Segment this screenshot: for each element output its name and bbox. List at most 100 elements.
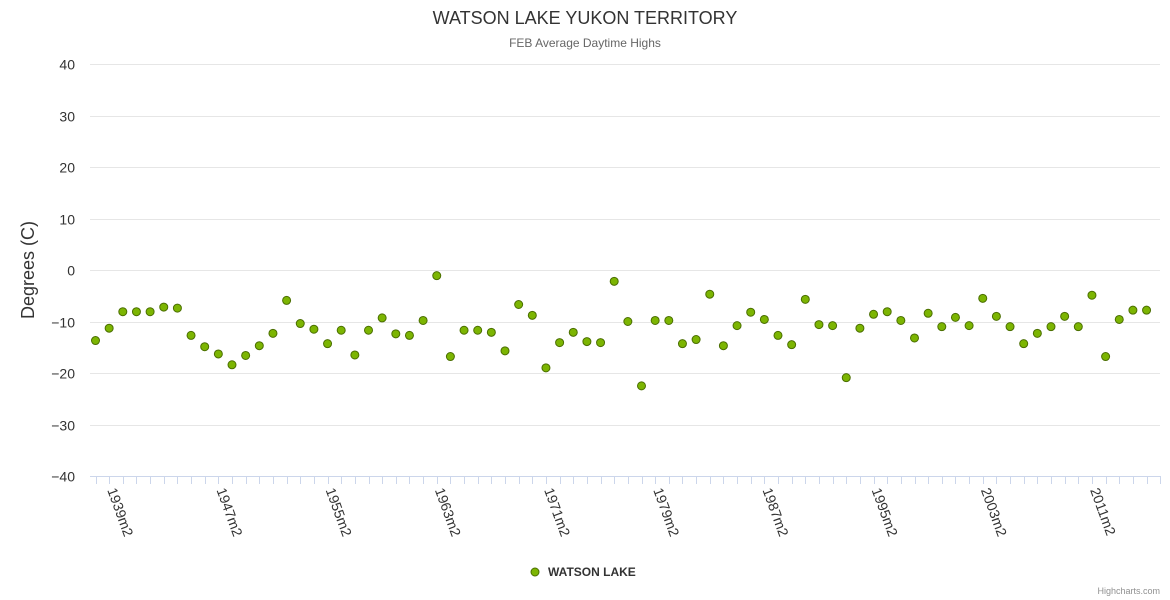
data-point[interactable] — [459, 325, 469, 335]
x-tick-label: 1955m2 — [323, 486, 355, 539]
data-point[interactable] — [404, 330, 414, 340]
credits-link[interactable]: Highcharts.com — [1097, 586, 1160, 596]
x-tick-label: 1987m2 — [760, 486, 792, 539]
x-tick-label: 1979m2 — [650, 486, 682, 539]
data-point[interactable] — [91, 336, 100, 346]
data-point[interactable] — [1073, 322, 1083, 332]
legend[interactable]: WATSON LAKE — [530, 565, 636, 579]
data-point[interactable] — [104, 323, 114, 333]
data-point[interactable] — [650, 315, 660, 325]
data-point[interactable] — [787, 340, 797, 350]
data-point[interactable] — [746, 307, 756, 317]
y-tick-label: 40 — [59, 57, 75, 73]
data-point[interactable] — [323, 339, 333, 349]
data-point[interactable] — [1087, 290, 1097, 300]
legend-marker[interactable] — [530, 567, 540, 577]
data-point[interactable] — [432, 271, 442, 281]
data-point[interactable] — [732, 321, 742, 331]
data-point[interactable] — [377, 313, 387, 323]
data-point[interactable] — [1114, 314, 1124, 324]
data-point[interactable] — [131, 307, 141, 317]
data-point[interactable] — [705, 289, 715, 299]
data-point[interactable] — [500, 346, 510, 356]
data-point[interactable] — [295, 319, 305, 329]
y-tick-label: 30 — [59, 109, 75, 125]
data-point[interactable] — [254, 341, 264, 351]
data-point[interactable] — [677, 339, 687, 349]
data-point[interactable] — [282, 295, 292, 305]
data-point[interactable] — [391, 329, 401, 339]
data-point[interactable] — [418, 315, 428, 325]
chart-subtitle: FEB Average Daytime Highs — [509, 36, 661, 50]
data-point[interactable] — [691, 335, 701, 345]
data-point[interactable] — [145, 307, 155, 317]
data-point[interactable] — [350, 350, 360, 360]
data-point[interactable] — [910, 333, 919, 343]
data-point[interactable] — [964, 321, 974, 331]
data-point[interactable] — [186, 330, 196, 340]
data-point[interactable] — [1005, 322, 1015, 332]
data-point[interactable] — [568, 327, 578, 337]
data-point[interactable] — [1101, 352, 1111, 362]
data-point[interactable] — [1032, 328, 1042, 338]
data-point[interactable] — [1128, 305, 1138, 315]
x-tick-label: 1971m2 — [541, 486, 573, 539]
data-point[interactable] — [268, 328, 278, 338]
data-point[interactable] — [950, 312, 960, 322]
data-point[interactable] — [364, 325, 373, 335]
data-point[interactable] — [923, 308, 933, 318]
data-point[interactable] — [1060, 311, 1070, 321]
data-point[interactable] — [241, 350, 251, 360]
data-point[interactable] — [596, 338, 606, 348]
data-point[interactable] — [855, 323, 865, 333]
data-point[interactable] — [213, 349, 223, 359]
y-tick-label: 10 — [59, 212, 75, 228]
data-point[interactable] — [637, 381, 646, 391]
data-point[interactable] — [118, 307, 128, 317]
data-point[interactable] — [773, 330, 783, 340]
data-point[interactable] — [828, 321, 838, 331]
y-tick-label: 20 — [59, 160, 75, 176]
data-point[interactable] — [541, 363, 551, 373]
data-point[interactable] — [841, 373, 851, 383]
data-point[interactable] — [227, 360, 237, 370]
data-point[interactable] — [473, 325, 483, 335]
data-point[interactable] — [172, 303, 182, 313]
data-point[interactable] — [896, 315, 906, 325]
x-axis — [90, 476, 1161, 484]
data-point[interactable] — [1142, 305, 1152, 315]
data-point[interactable] — [336, 325, 346, 335]
data-point[interactable] — [555, 338, 565, 348]
data-point[interactable] — [514, 300, 524, 310]
data-point[interactable] — [1046, 322, 1056, 332]
data-point[interactable] — [1019, 339, 1029, 349]
data-point[interactable] — [486, 327, 496, 337]
data-point[interactable] — [309, 324, 319, 334]
data-point[interactable] — [882, 307, 892, 317]
data-point[interactable] — [609, 276, 619, 286]
data-point[interactable] — [937, 322, 947, 332]
y-tick-label: −30 — [51, 418, 75, 434]
data-point[interactable] — [814, 320, 824, 330]
data-point[interactable] — [869, 309, 879, 319]
data-point[interactable] — [527, 310, 537, 320]
data-point[interactable] — [445, 352, 455, 362]
data-point[interactable] — [623, 317, 633, 326]
data-point[interactable] — [978, 293, 988, 303]
data-point[interactable] — [718, 341, 728, 351]
data-point[interactable] — [991, 311, 1001, 321]
x-tick-label: 1995m2 — [869, 486, 901, 539]
legend-label[interactable]: WATSON LAKE — [548, 565, 636, 579]
data-point[interactable] — [664, 315, 674, 325]
data-point[interactable] — [582, 337, 592, 347]
y-tick-label: 0 — [67, 263, 75, 279]
data-point[interactable] — [800, 294, 810, 304]
data-point[interactable] — [759, 314, 769, 324]
series-watson-lake — [91, 271, 1152, 391]
x-axis-ticks: 1939m2 1947m2 1955m2 1963m2 1971m2 1979m2 1987… — [104, 486, 1119, 539]
y-tick-label: −40 — [51, 469, 75, 485]
data-point[interactable] — [200, 342, 210, 352]
data-point[interactable] — [159, 302, 169, 312]
x-tick-label: 1963m2 — [432, 486, 464, 539]
